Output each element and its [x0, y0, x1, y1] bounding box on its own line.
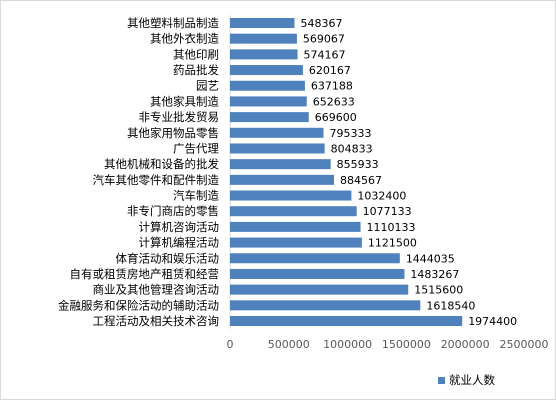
data-label: 1618540	[426, 299, 475, 312]
data-label: 884567	[340, 174, 382, 187]
data-label: 1032400	[357, 190, 406, 203]
category-label: 商业及其他管理咨询活动	[93, 283, 220, 297]
category-label: 自有或租赁房地产租赁和经营	[70, 267, 220, 281]
category-label: 非专业批发贸易	[139, 110, 220, 124]
data-label: 804833	[331, 142, 373, 155]
data-label: 1444035	[406, 252, 455, 265]
bar	[230, 174, 335, 185]
bar	[230, 18, 295, 28]
category-label: 金融服务和保险活动的辅助活动	[58, 298, 219, 312]
bar	[230, 96, 307, 107]
category-label: 其他外衣制造	[150, 32, 219, 46]
bar	[230, 80, 305, 91]
data-label: 1483267	[410, 268, 459, 281]
data-label: 1110133	[367, 221, 416, 234]
data-label: 652633	[313, 95, 355, 108]
tick-label: 2000000	[441, 338, 490, 351]
data-label: 574167	[304, 48, 346, 61]
category-label: 工程活动及相关技术咨询	[93, 314, 220, 328]
bar	[230, 127, 324, 138]
data-label: 548367	[300, 17, 342, 30]
data-label: 1515600	[414, 284, 463, 297]
category-label: 其他机械和设备的批发	[104, 157, 219, 171]
data-label: 637188	[311, 80, 353, 93]
tick-label: 1000000	[323, 338, 372, 351]
category-label: 计算机编程活动	[139, 236, 220, 250]
bar	[230, 316, 463, 326]
category-label: 汽车其他零件和配件制造	[93, 173, 220, 187]
tick-label: 1500000	[382, 338, 431, 351]
data-label: 1974400	[468, 315, 517, 328]
category-label: 园艺	[196, 79, 219, 93]
category-label: 体育活动和娱乐活动	[116, 251, 220, 265]
category-label: 药品批发	[173, 63, 219, 77]
bar	[230, 284, 409, 295]
category-label: 其他家具制造	[150, 94, 219, 108]
category-label: 其他塑料制品制造	[127, 16, 219, 30]
bar	[230, 268, 405, 279]
category-label: 非专门商店的零售	[127, 204, 219, 218]
bar	[230, 65, 303, 76]
bar	[230, 190, 352, 201]
category-label: 其他家用物品零售	[127, 126, 219, 140]
bar	[230, 159, 331, 170]
legend-label: 就业人数	[449, 373, 495, 387]
category-label: 汽车制造	[173, 189, 219, 203]
data-label: 795333	[330, 127, 372, 140]
category-label: 其他印刷	[173, 47, 219, 61]
bar	[230, 143, 325, 154]
data-label: 669600	[315, 111, 357, 124]
bar	[230, 49, 298, 60]
data-label: 1121500	[368, 237, 417, 250]
tick-label: 500000	[268, 338, 310, 351]
tick-label: 2500000	[500, 338, 549, 351]
bar	[230, 237, 362, 248]
data-label: 1077133	[363, 205, 412, 218]
bar	[230, 206, 357, 217]
legend-swatch	[438, 377, 445, 384]
category-label: 计算机咨询活动	[139, 220, 220, 234]
tick-label: 0	[227, 338, 234, 351]
bar	[230, 300, 421, 311]
data-label: 855933	[337, 158, 379, 171]
data-label: 620167	[309, 64, 351, 77]
category-label: 广告代理	[173, 141, 219, 155]
bar	[230, 112, 309, 123]
bar	[230, 253, 400, 264]
bar	[230, 33, 297, 44]
data-label: 569067	[303, 33, 345, 46]
bar	[230, 221, 361, 232]
